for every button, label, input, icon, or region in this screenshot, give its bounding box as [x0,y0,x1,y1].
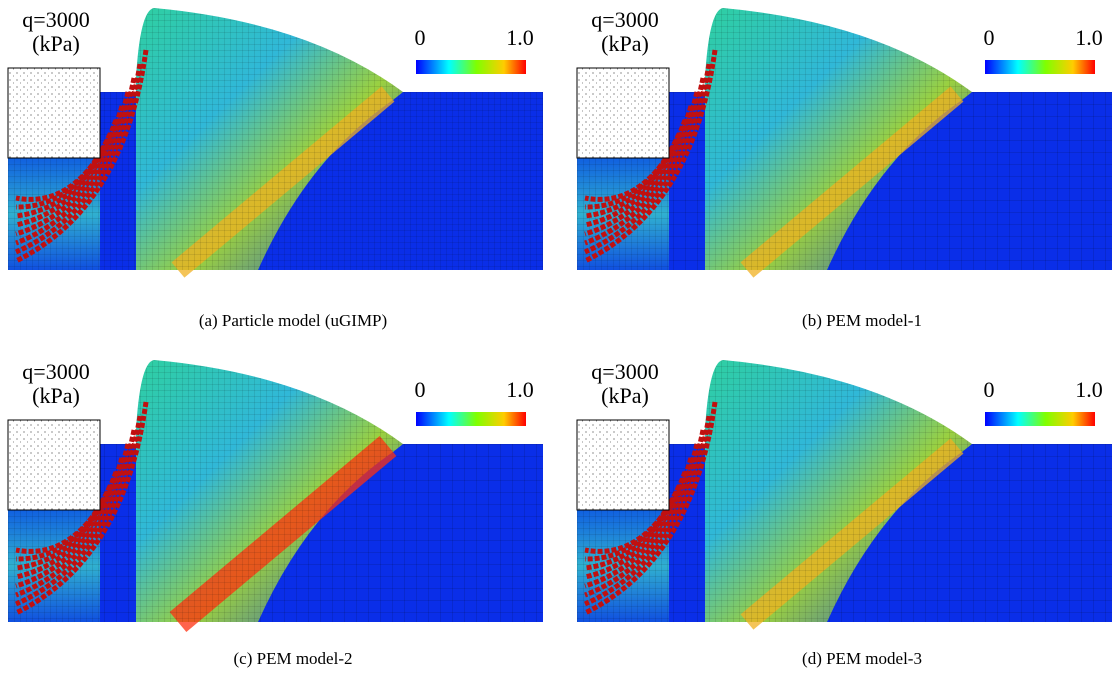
load-label: q=3000 [591,7,658,32]
load-label: q=3000 [22,7,89,32]
particle-arc [14,401,149,616]
particle-arc [583,49,718,264]
footing-texture [577,68,669,158]
particle-arc [15,429,137,598]
particle-arc [14,415,143,607]
load-label: q=3000 [22,359,89,384]
particle-arc [583,415,712,607]
colorbar-min: 0 [984,377,995,402]
colorbar [985,412,1095,426]
colorbar-max: 1.0 [1075,25,1103,50]
footing-texture [8,420,100,510]
particle-arc [15,77,137,246]
colorbar-max: 1.0 [1075,377,1103,402]
caption: (c) PEM model-2 [234,649,353,668]
footing-texture [8,68,100,158]
heave-mesh [705,360,972,622]
particle-arc [583,401,718,616]
unit-label: (kPa) [601,31,649,56]
panel: q=3000(kPa) 0 1.0 [576,7,1112,278]
load-label: q=3000 [591,359,658,384]
heave-mesh [705,8,972,270]
unit-label: (kPa) [32,31,80,56]
panel: q=3000(kPa) 0 1.0 [7,359,543,632]
colorbar-min: 0 [415,377,426,402]
particle-arc [583,63,712,255]
particle-arc [15,119,119,219]
particle-arc [584,429,706,598]
unit-label: (kPa) [32,383,80,408]
particle-arc [584,443,700,589]
particle-arc [14,63,143,255]
footing-texture [577,420,669,510]
particle-arc [15,471,119,571]
particle-arc [15,443,131,589]
particle-arc [584,77,706,246]
caption: (a) Particle model (uGIMP) [199,311,387,330]
particle-arc [584,119,688,219]
colorbar [416,60,526,74]
colorbar-min: 0 [984,25,995,50]
colorbar-max: 1.0 [506,25,534,50]
panel: q=3000(kPa) 0 1.0 [7,7,543,278]
panel: q=3000(kPa) 0 1.0 [576,359,1112,630]
colorbar-max: 1.0 [506,377,534,402]
heave-mesh [136,360,403,622]
heave-mesh [136,8,403,270]
particle-arc [584,91,700,237]
colorbar [416,412,526,426]
caption: (d) PEM model-3 [802,649,922,668]
unit-label: (kPa) [601,383,649,408]
particle-arc [584,471,688,571]
colorbar [985,60,1095,74]
particle-arc [14,49,149,264]
caption: (b) PEM model-1 [802,311,922,330]
colorbar-min: 0 [415,25,426,50]
particle-arc [15,91,131,237]
